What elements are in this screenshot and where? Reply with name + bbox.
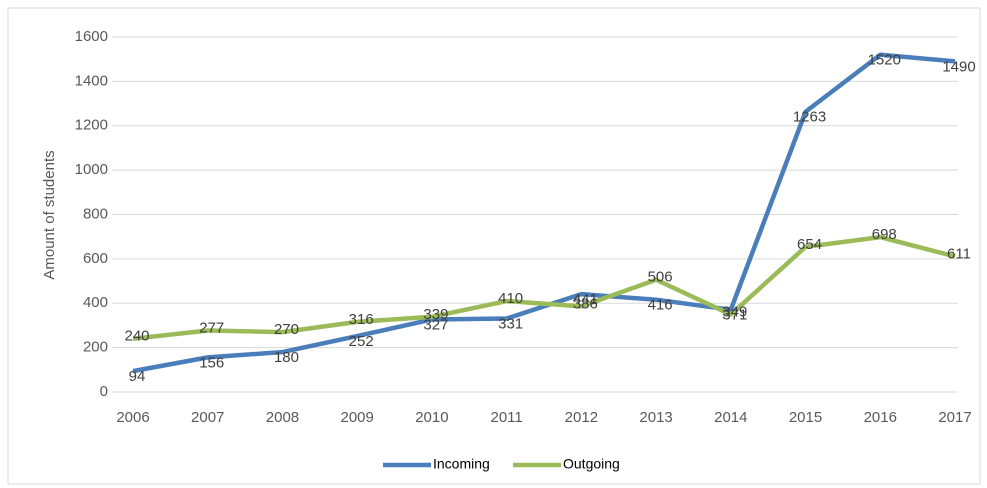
data-label: 506 [648,269,673,286]
data-label: 1263 [793,109,826,126]
y-tick-label: 1400 [75,72,108,89]
y-tick-label: 600 [83,250,108,267]
data-label: 1520 [868,52,901,69]
x-tick-label: 2010 [415,409,448,426]
x-tick-label: 2013 [639,409,672,426]
data-label: 316 [349,311,374,328]
legend-label: Outgoing [563,456,620,472]
data-label: 94 [129,368,146,385]
y-tick-label: 1000 [75,161,108,178]
series-line [132,52,956,374]
data-label: 410 [498,290,523,307]
y-tick-label: 0 [100,383,108,400]
y-tick-label: 1200 [75,117,108,134]
x-tick-label: 2008 [266,409,299,426]
data-label: 698 [872,226,897,243]
x-tick-label: 2017 [938,409,971,426]
x-tick-label: 2012 [565,409,598,426]
x-tick-label: 2015 [789,409,822,426]
data-label: 416 [648,297,673,314]
data-label: 1490 [942,58,975,75]
y-axis-label: Amount of students [41,150,58,279]
data-label: 277 [199,320,224,337]
y-tick-label: 800 [83,205,108,222]
x-tick-label: 2011 [491,409,523,426]
data-label: 441 [573,291,598,308]
data-label: 327 [423,316,448,333]
data-label: 371 [722,307,747,324]
x-tick-label: 2016 [864,409,897,426]
data-label: 654 [797,236,822,253]
legend-label: Incoming [433,456,490,472]
x-tick-label: 2007 [191,409,224,426]
x-tick-label: 2006 [116,409,149,426]
data-label: 240 [124,328,149,345]
data-label: 611 [947,245,971,262]
data-label: 339 [423,306,448,323]
data-label: 386 [573,295,598,312]
data-label: 349 [722,304,747,321]
data-label: 156 [199,354,224,371]
y-tick-label: 200 [83,339,108,356]
series-line [132,234,956,341]
y-tick-label: 1600 [75,28,108,45]
data-label: 331 [498,316,523,333]
x-tick-label: 2014 [714,409,747,426]
y-tick-label: 400 [83,294,108,311]
x-tick-label: 2009 [340,409,373,426]
data-label: 252 [349,333,374,350]
data-label: 270 [274,321,299,338]
data-label: 180 [274,349,299,366]
